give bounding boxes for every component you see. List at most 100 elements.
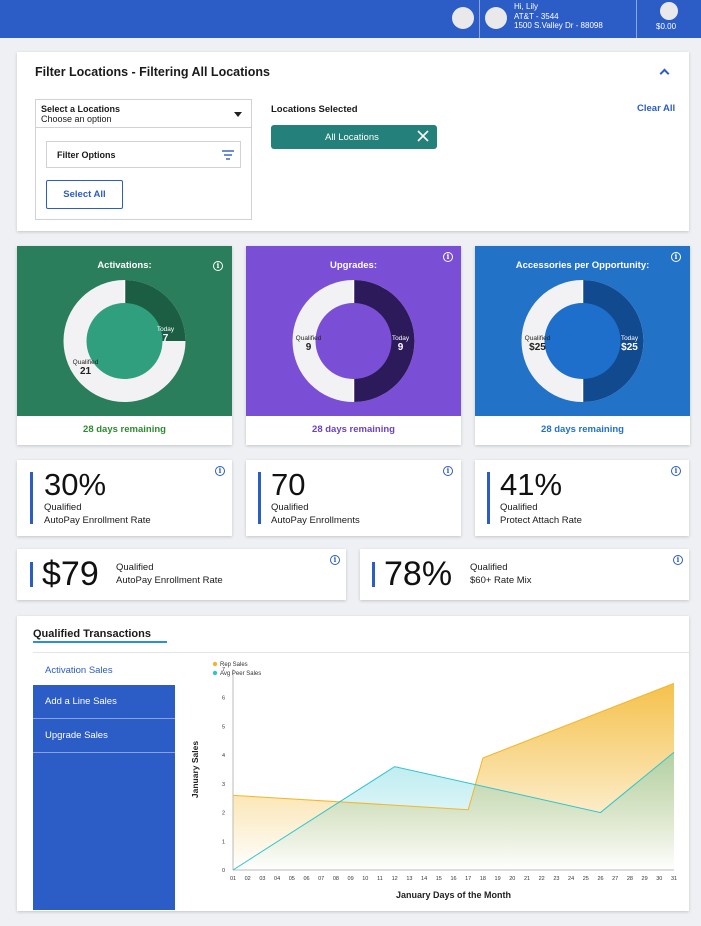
kpi-card: $79 Qualified AutoPay Enrollment Rate i [17,549,346,600]
activations-card: Today 7 Qualified 21 Activations: i 28 days… [17,246,232,445]
x-tick-label: 31 [671,876,677,882]
caret-down-icon [234,112,242,117]
info-icon[interactable]: i [443,466,453,476]
transactions-panel: Qualified Transactions Activation Sales … [17,616,689,911]
donut-hole [86,303,163,379]
avatar[interactable] [452,7,474,29]
qualified-label: Qualified [73,359,99,366]
kpi-card: 30% Qualified AutoPay Enrollment Rate i [17,460,232,536]
tab-upgrade-sales[interactable]: Upgrade Sales [33,719,175,753]
location-select-panel: Select a Locations Choose an option Filt… [35,99,252,220]
x-tick-label: 29 [642,876,648,882]
x-axis-label: January Days of the Month [396,890,511,900]
kpi-card: 41% Qualified Protect Attach Rate i [475,460,689,536]
kpi-accent [487,472,490,524]
days-remaining: 28 days remaining [83,424,166,435]
y-tick-label: 1 [222,839,225,845]
donut-title: Upgrades: [330,260,377,271]
filter-icon[interactable] [222,150,234,160]
x-tick-label: 03 [259,876,265,882]
kpi-accent [258,472,261,524]
legend-marker [212,670,218,676]
kpi-label-line1: Qualified [500,502,538,513]
tab-add-a-line-sales[interactable]: Add a Line Sales [33,685,175,719]
donut-panel: Today $25 Qualified $25 Accessories per Opp… [475,246,690,416]
legend-marker [212,661,218,667]
kpi-accent [372,562,375,587]
donut-hole [544,303,621,379]
header-divider [479,0,480,38]
collapse-chevron-icon[interactable] [659,68,670,79]
info-icon[interactable]: i [330,555,340,565]
info-icon[interactable]: i [215,466,225,476]
x-tick-label: 04 [274,876,280,882]
kpi-value: 70 [271,467,306,502]
days-remaining: 28 days remaining [541,424,624,435]
x-tick-label: 08 [333,876,339,882]
x-tick-label: 21 [524,876,530,882]
kpi-card: 70 Qualified AutoPay Enrollments i [246,460,461,536]
today-label: Today [157,326,175,333]
location-dropdown[interactable]: Select a Locations Choose an option [36,100,251,128]
transactions-title: Qualified Transactions [33,628,151,640]
x-tick-label: 16 [450,876,456,882]
qualified-value: 9 [306,342,312,353]
wallet-avatar[interactable] [660,2,678,20]
kpi-accent [30,562,33,587]
clear-all-link[interactable]: Clear All [637,103,676,114]
qualified-label: Qualified [296,335,322,342]
series-line [232,751,675,871]
kpi-label-line2: AutoPay Enrollments [271,515,360,526]
location-dropdown-value: Choose an option [41,114,112,124]
y-tick-label: 3 [222,782,225,788]
close-icon[interactable] [417,130,429,142]
x-tick-label: 11 [377,876,383,882]
kpi-label: Qualified Protect Attach Rate [500,501,582,527]
today-label: Today [621,335,639,342]
upgrades-card: Today 9 Qualified 9 Upgrades: i 28 days rem… [246,246,461,445]
y-tick-label: 4 [222,753,225,759]
location-dropdown-label: Select a Locations [41,104,121,114]
info-icon[interactable]: i [671,252,681,262]
x-tick-label: 18 [480,876,486,882]
kpi-label-line2: AutoPay Enrollment Rate [116,575,223,586]
info-icon[interactable]: i [673,555,683,565]
qualified-label: Qualified [525,335,551,342]
x-tick-label: 12 [392,876,398,882]
series-line [232,682,675,811]
address-text: 1500 S.Valley Dr - 88098 [514,21,603,30]
info-icon[interactable]: i [443,252,453,262]
x-tick-label: 09 [348,876,354,882]
info-icon[interactable]: i [213,261,223,271]
kpi-label-line1: Qualified [44,502,82,513]
qualified-value: 21 [80,366,92,377]
info-icon[interactable]: i [671,466,681,476]
locations-selected-label: Locations Selected [271,104,358,115]
donut-title: Accessories per Opportunity: [515,260,650,271]
balance-text: $0.00 [656,22,677,31]
kpi-label-line1: Qualified [116,562,154,573]
x-tick-label: 20 [509,876,515,882]
divider [33,652,689,653]
x-tick-label: 06 [303,876,309,882]
filter-options-dropdown[interactable]: Filter Options [46,141,241,168]
x-tick-label: 24 [568,876,574,882]
greeting-text: Hi, Lily [514,2,539,11]
x-tick-label: 01 [230,876,236,882]
tab-activation-sales[interactable]: Activation Sales [45,665,113,676]
kpi-label-line2: Protect Attach Rate [500,515,582,526]
today-value: 9 [398,342,404,353]
user-info[interactable]: Hi, Lily AT&T - 3544 1500 S.Valley Dr - … [514,2,603,31]
store-avatar[interactable] [485,7,507,29]
top-bar: Hi, Lily AT&T - 3544 1500 S.Valley Dr - … [0,0,701,38]
select-all-button[interactable]: Select All [46,180,123,209]
kpi-value: 41% [500,467,563,502]
x-tick-label: 27 [612,876,618,882]
x-tick-label: 10 [362,876,368,882]
kpi-label: Qualified AutoPay Enrollments [271,501,360,527]
y-tick-label: 2 [222,811,225,817]
